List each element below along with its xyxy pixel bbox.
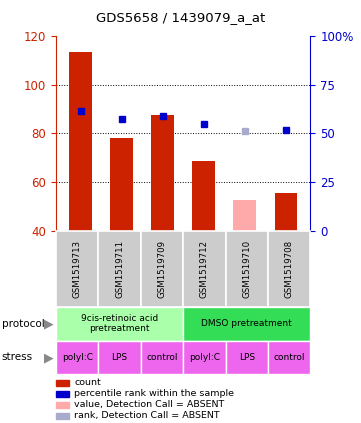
Bar — [151, 115, 174, 231]
Bar — [192, 161, 215, 231]
Text: rank, Detection Call = ABSENT: rank, Detection Call = ABSENT — [74, 411, 219, 420]
Text: GSM1519708: GSM1519708 — [285, 239, 294, 298]
Text: percentile rank within the sample: percentile rank within the sample — [74, 389, 234, 398]
Text: DMSO pretreatment: DMSO pretreatment — [201, 319, 292, 328]
Text: ▶: ▶ — [44, 317, 53, 330]
Text: GDS5658 / 1439079_a_at: GDS5658 / 1439079_a_at — [96, 11, 265, 24]
Bar — [69, 52, 92, 231]
Text: GSM1519710: GSM1519710 — [242, 239, 251, 298]
Text: GSM1519711: GSM1519711 — [115, 239, 124, 298]
Text: value, Detection Call = ABSENT: value, Detection Call = ABSENT — [74, 400, 224, 409]
Text: control: control — [146, 353, 178, 362]
Text: control: control — [274, 353, 305, 362]
Text: 9cis-retinoic acid
pretreatment: 9cis-retinoic acid pretreatment — [81, 314, 158, 333]
Text: GSM1519712: GSM1519712 — [200, 239, 209, 298]
Text: GSM1519713: GSM1519713 — [73, 239, 82, 298]
Text: ▶: ▶ — [44, 351, 53, 364]
Text: LPS: LPS — [239, 353, 255, 362]
Bar — [275, 193, 297, 231]
Bar — [234, 200, 256, 231]
Text: stress: stress — [2, 352, 33, 363]
Text: polyI:C: polyI:C — [189, 353, 220, 362]
Text: GSM1519709: GSM1519709 — [157, 239, 166, 298]
Text: protocol: protocol — [2, 319, 44, 329]
Text: LPS: LPS — [112, 353, 128, 362]
Text: count: count — [74, 378, 101, 387]
Bar — [110, 138, 133, 231]
Text: polyI:C: polyI:C — [62, 353, 93, 362]
